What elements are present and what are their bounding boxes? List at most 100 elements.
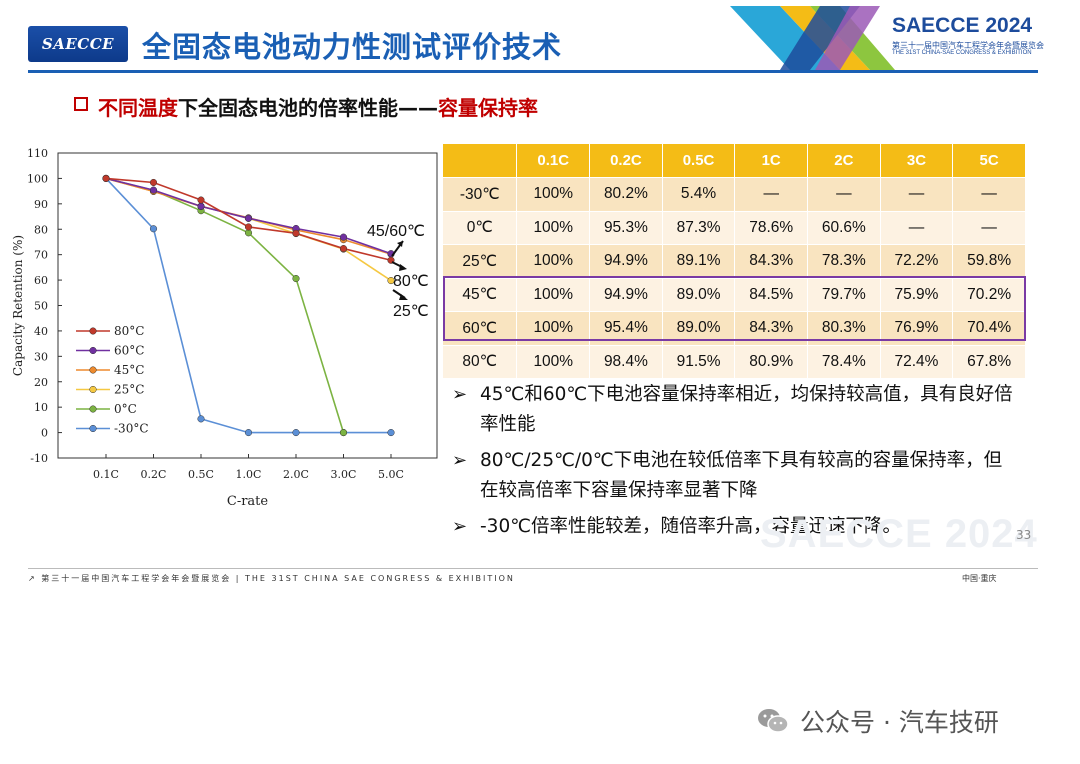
x-tick-label: 0.2C bbox=[141, 468, 167, 481]
annotation-arrowhead bbox=[399, 264, 407, 271]
data-point bbox=[387, 277, 395, 285]
x-tick-label: 2.0C bbox=[283, 468, 309, 481]
table-cell: 94.9% bbox=[589, 244, 663, 279]
y-axis-label: Capacity Retention (%) bbox=[11, 235, 25, 376]
table-row-label: 60℃ bbox=[443, 311, 518, 346]
table-cell: 100% bbox=[516, 345, 591, 379]
data-point bbox=[102, 174, 110, 182]
y-tick-label: 80 bbox=[34, 223, 48, 236]
conclusion-list: ➢ 45℃和60℃下电池容量保持率相近，均保持较高值，具有良好倍率性能 ➢ 80℃/… bbox=[452, 380, 1017, 548]
annotation-arrowhead bbox=[397, 241, 403, 247]
section-subtitle: 不同温度下全固态电池的倍率性能——容量保持率 bbox=[98, 92, 538, 121]
data-point bbox=[149, 178, 158, 187]
arrow-bullet-icon: ➢ bbox=[452, 450, 468, 471]
annotation-25: 25℃ bbox=[393, 303, 429, 320]
table-header-cell: 0.2C bbox=[589, 144, 663, 178]
table-cell: — bbox=[734, 177, 809, 212]
legend-marker bbox=[89, 327, 97, 335]
data-point bbox=[149, 225, 158, 233]
footer-divider bbox=[28, 568, 1038, 569]
table-cell: 59.8% bbox=[952, 244, 1026, 279]
table-row: 45℃ 100% 94.9% 89.0% 84.5% 79.7% 75.9% 70.2% bbox=[443, 278, 1026, 312]
data-point bbox=[292, 229, 300, 237]
table-header-cell bbox=[443, 144, 518, 178]
saecce-logo: SAECCE bbox=[28, 26, 128, 62]
table-cell: 60.6% bbox=[807, 211, 881, 245]
data-point bbox=[339, 429, 348, 437]
y-tick-label: 100 bbox=[27, 172, 48, 185]
event-subtitle: 第三十一届中国汽车工程学会年会暨展览会 bbox=[892, 41, 1044, 50]
subtitle-highlight-1: 不同温度 bbox=[98, 96, 178, 120]
table-cell: 84.5% bbox=[734, 278, 809, 312]
wechat-account-text: 公众号 · 汽车技研 bbox=[800, 708, 999, 737]
table-row: 60℃ 100% 95.4% 89.0% 84.3% 80.3% 76.9% 70.4% bbox=[443, 311, 1026, 346]
y-tick-label: 20 bbox=[34, 376, 48, 389]
legend-label: 60°C bbox=[114, 344, 144, 358]
y-tick-label: 110 bbox=[27, 147, 48, 160]
table-row: 0℃ 100% 95.3% 87.3% 78.6% 60.6% — — bbox=[443, 211, 1026, 245]
table-row-label: 25℃ bbox=[443, 244, 518, 279]
table-cell: 72.4% bbox=[880, 345, 954, 379]
arrow-bullet-icon: ➢ bbox=[452, 384, 468, 405]
y-tick-label: 0 bbox=[41, 427, 48, 440]
y-tick-label: 40 bbox=[34, 325, 48, 338]
table-cell: 78.3% bbox=[807, 244, 881, 279]
x-tick-label: 1.0C bbox=[236, 468, 262, 481]
data-point bbox=[387, 429, 395, 437]
table-cell: — bbox=[807, 177, 881, 212]
event-subtitle-en: THE 31ST CHINA-SAE CONGRESS & EXHIBITION bbox=[892, 50, 1032, 56]
annotation-80: 80℃ bbox=[393, 273, 429, 290]
table-cell: 89.1% bbox=[662, 244, 736, 279]
table-row-label: 45℃ bbox=[443, 278, 518, 312]
slide-title: 全固态电池动力性测试评价技术 bbox=[142, 30, 563, 64]
legend-label: 80°C bbox=[114, 324, 144, 338]
footer-location: 中国·重庆 bbox=[962, 574, 997, 583]
y-tick-label: 60 bbox=[34, 274, 48, 287]
table-row-label: 0℃ bbox=[443, 211, 518, 245]
data-point bbox=[339, 245, 348, 253]
capacity-retention-chart: -10 0 10 20 30 40 50 60 70 80 90 100 110 0.1C 0.2C 0.5C… bbox=[11, 147, 438, 509]
y-tick-label: 70 bbox=[34, 249, 48, 262]
table-cell: 91.5% bbox=[662, 345, 736, 379]
table-cell: 95.3% bbox=[589, 211, 663, 245]
legend-marker bbox=[89, 424, 97, 433]
x-tick-label: 5.0C bbox=[378, 468, 404, 481]
table-header-cell: 0.5C bbox=[662, 144, 736, 178]
table-cell: 100% bbox=[516, 211, 591, 245]
page-number: 33 bbox=[1016, 528, 1032, 542]
legend-marker bbox=[89, 405, 97, 413]
table-cell: 78.6% bbox=[734, 211, 809, 245]
data-point bbox=[197, 202, 205, 210]
y-tick-label: -10 bbox=[30, 452, 48, 465]
table-cell: — bbox=[880, 177, 954, 212]
conclusion-item: ➢ 80℃/25℃/0℃下电池在较低倍率下具有较高的容量保持率，但在较高倍率下容量… bbox=[452, 446, 1017, 506]
retention-table: 0.1C 0.2C 0.5C 1C 2C 3C 5C -30℃ 100% 80.2% 5.4% — — —… bbox=[443, 144, 1026, 379]
table-header-cell: 2C bbox=[807, 144, 881, 178]
y-tick-label: 50 bbox=[34, 300, 48, 313]
legend-label: 25°C bbox=[114, 383, 144, 397]
table-header-cell: 0.1C bbox=[516, 144, 591, 178]
wechat-icon bbox=[758, 709, 789, 733]
footer-event: ↗ 第三十一届中国汽车工程学会年会暨展览会 | THE 31ST CHINA S… bbox=[28, 574, 515, 583]
data-point bbox=[197, 415, 205, 423]
table-cell: 89.0% bbox=[662, 278, 736, 312]
data-point bbox=[244, 429, 253, 437]
annotation-45-60: 45/60℃ bbox=[367, 223, 425, 240]
table-cell: 72.2% bbox=[880, 244, 954, 279]
table-row: -30℃ 100% 80.2% 5.4% — — — — bbox=[443, 177, 1026, 212]
table-cell: 84.3% bbox=[734, 244, 809, 279]
data-point bbox=[292, 275, 300, 283]
table-cell: 98.4% bbox=[589, 345, 663, 379]
table-cell: — bbox=[952, 211, 1026, 245]
legend-marker bbox=[89, 385, 97, 394]
decorative-ribbons bbox=[730, 6, 895, 70]
data-point bbox=[292, 429, 300, 437]
table-cell: 95.4% bbox=[589, 311, 663, 346]
legend-marker bbox=[89, 366, 97, 374]
data-point bbox=[149, 186, 158, 194]
table-cell: 80.2% bbox=[589, 177, 663, 212]
table-row-label: -30℃ bbox=[443, 177, 518, 212]
table-cell: 87.3% bbox=[662, 211, 736, 245]
table-cell: 89.0% bbox=[662, 311, 736, 346]
table-cell: 78.4% bbox=[807, 345, 881, 379]
